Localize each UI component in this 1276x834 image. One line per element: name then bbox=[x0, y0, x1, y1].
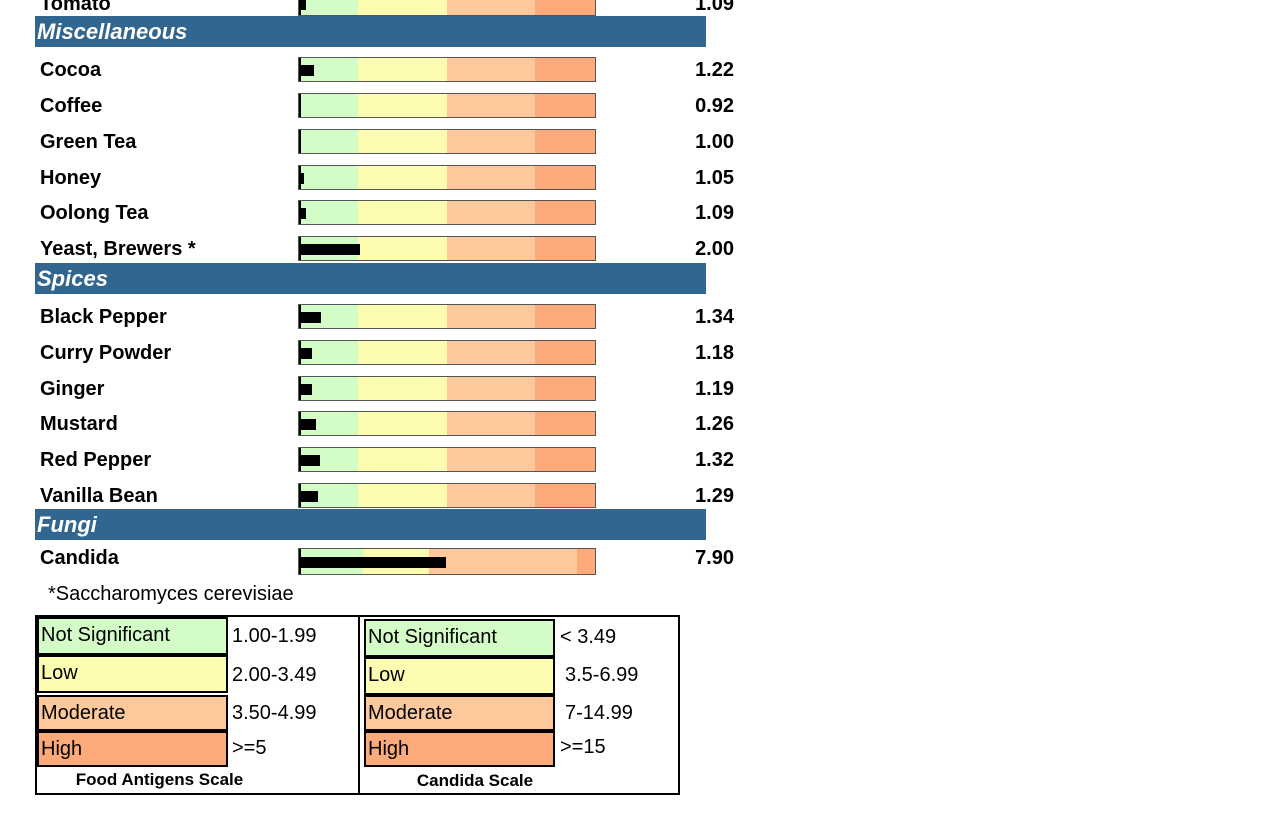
food-label: Green Tea bbox=[40, 131, 137, 153]
section-header-fungi: Fungi bbox=[35, 509, 706, 540]
food-value: 1.18 bbox=[695, 342, 734, 364]
food-row-candida: Candida 7.90 bbox=[35, 540, 734, 576]
level-bar bbox=[298, 340, 596, 365]
food-row-tomato: Tomato 1.09 bbox=[35, 0, 734, 22]
food-value: 1.29 bbox=[695, 485, 734, 507]
food-row-curry-powder: Curry Powder 1.18 bbox=[35, 335, 734, 371]
food-label: Mustard bbox=[40, 413, 118, 435]
level-bar-fill bbox=[299, 556, 446, 568]
legend-range: < 3.49 bbox=[560, 626, 617, 648]
level-bar-fill bbox=[299, 347, 312, 359]
legend-range: >=5 bbox=[232, 737, 267, 759]
level-bar bbox=[298, 483, 596, 508]
section-title: Miscellaneous bbox=[37, 19, 188, 44]
food-row-yeast-brewers: Yeast, Brewers * 2.00 bbox=[35, 231, 734, 267]
level-bar bbox=[298, 57, 596, 82]
level-bar-fill bbox=[299, 311, 322, 323]
section-title: Spices bbox=[37, 266, 108, 291]
food-label: Coffee bbox=[40, 95, 103, 117]
food-row-green-tea: Green Tea 1.00 bbox=[35, 124, 734, 160]
food-label: Ginger bbox=[40, 378, 105, 400]
food-row-ginger: Ginger 1.19 bbox=[35, 371, 734, 407]
legend-swatch-moderate: Moderate bbox=[364, 695, 555, 731]
footnote: *Saccharomyces cerevisiae bbox=[48, 583, 294, 605]
level-bar-fill bbox=[299, 207, 307, 219]
legend-swatch-not-significant: Not Significant bbox=[37, 617, 228, 655]
food-row-black-pepper: Black Pepper 1.34 bbox=[35, 299, 734, 335]
food-label: Yeast, Brewers * bbox=[40, 238, 196, 260]
food-value: 7.90 bbox=[695, 547, 734, 569]
legend-range: >=15 bbox=[560, 736, 606, 758]
level-bar bbox=[298, 129, 596, 154]
level-bar bbox=[298, 165, 596, 190]
level-bar-fill bbox=[299, 454, 320, 466]
level-bar-fill bbox=[299, 418, 317, 430]
level-bar-fill bbox=[299, 243, 360, 255]
level-bar-fill bbox=[299, 0, 307, 10]
food-label: Candida bbox=[40, 547, 119, 569]
legend-swatch-low: Low bbox=[364, 657, 555, 695]
candida-level-bar bbox=[298, 548, 596, 575]
food-row-oolong-tea: Oolong Tea 1.09 bbox=[35, 195, 734, 231]
food-value: 2.00 bbox=[695, 238, 734, 260]
food-row-mustard: Mustard 1.26 bbox=[35, 406, 734, 442]
section-title: Fungi bbox=[37, 512, 97, 537]
level-bar bbox=[298, 304, 596, 329]
food-row-red-pepper: Red Pepper 1.32 bbox=[35, 442, 734, 478]
section-header-miscellaneous: Miscellaneous bbox=[35, 16, 706, 47]
level-bar bbox=[298, 376, 596, 401]
legend-range: 7-14.99 bbox=[565, 702, 633, 724]
food-label: Vanilla Bean bbox=[40, 485, 158, 507]
food-label: Oolong Tea bbox=[40, 202, 149, 224]
food-value: 1.34 bbox=[695, 306, 734, 328]
food-value: 0.92 bbox=[695, 95, 734, 117]
legend-swatch-low: Low bbox=[37, 655, 228, 693]
food-value: 1.09 bbox=[695, 0, 734, 15]
food-label: Red Pepper bbox=[40, 449, 152, 471]
food-value: 1.22 bbox=[695, 59, 734, 81]
food-label: Tomato bbox=[40, 0, 111, 15]
level-bar-fill bbox=[299, 64, 314, 76]
food-antigens-scale-legend: Not Significant 1.00-1.99 Low 2.00-3.49 … bbox=[35, 615, 360, 795]
legend-swatch-high: High bbox=[364, 731, 555, 767]
legend-swatch-moderate: Moderate bbox=[37, 695, 228, 731]
legend-range: 3.5-6.99 bbox=[565, 664, 639, 686]
level-bar bbox=[298, 447, 596, 472]
legend-range: 3.50-4.99 bbox=[232, 702, 317, 724]
food-value: 1.00 bbox=[695, 131, 734, 153]
food-value: 1.26 bbox=[695, 413, 734, 435]
food-label: Curry Powder bbox=[40, 342, 172, 364]
legend-swatch-not-significant: Not Significant bbox=[364, 619, 555, 657]
food-row-honey: Honey 1.05 bbox=[35, 160, 734, 196]
level-bar-fill bbox=[299, 490, 319, 502]
candida-scale-legend: Not Significant < 3.49 Low 3.5-6.99 Mode… bbox=[358, 615, 680, 795]
level-bar bbox=[298, 411, 596, 436]
level-bar-fill bbox=[299, 172, 304, 184]
legend-swatch-high: High bbox=[37, 731, 228, 767]
legend-range: 1.00-1.99 bbox=[232, 625, 317, 647]
level-bar bbox=[298, 236, 596, 261]
level-bar bbox=[298, 0, 596, 16]
food-value: 1.32 bbox=[695, 449, 734, 471]
legend-range: 2.00-3.49 bbox=[232, 664, 317, 686]
level-bar bbox=[298, 93, 596, 118]
food-row-vanilla-bean: Vanilla Bean 1.29 bbox=[35, 478, 734, 514]
food-label: Cocoa bbox=[40, 59, 102, 81]
level-bar-fill bbox=[299, 383, 313, 395]
food-label: Honey bbox=[40, 167, 102, 189]
level-bar bbox=[298, 200, 596, 225]
food-row-cocoa: Cocoa 1.22 bbox=[35, 52, 734, 88]
legend-title: Candida Scale bbox=[416, 771, 534, 790]
food-row-coffee: Coffee 0.92 bbox=[35, 88, 734, 124]
section-header-spices: Spices bbox=[35, 263, 706, 294]
legend-title: Food Antigens Scale bbox=[75, 770, 244, 789]
food-value: 1.19 bbox=[695, 378, 734, 400]
food-label: Black Pepper bbox=[40, 306, 167, 328]
food-value: 1.05 bbox=[695, 167, 734, 189]
food-value: 1.09 bbox=[695, 202, 734, 224]
